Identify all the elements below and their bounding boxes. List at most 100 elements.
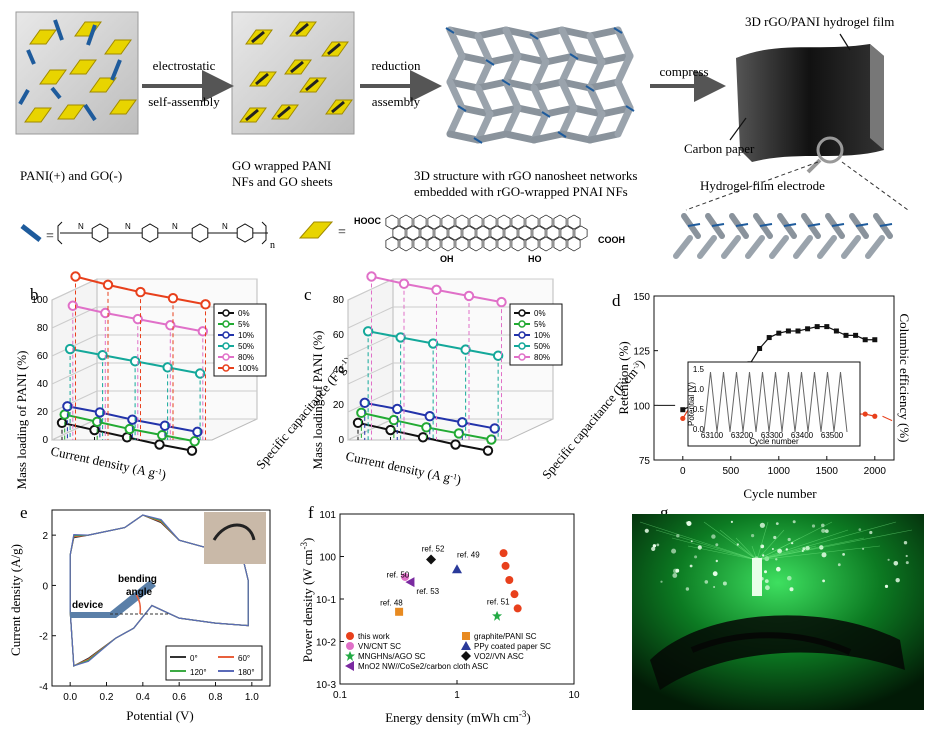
wrapped-fiber xyxy=(327,42,341,56)
retention-point xyxy=(824,324,830,330)
go-sheet xyxy=(104,39,132,55)
grid-line xyxy=(51,390,98,413)
panel-e-xlabel: Potential (V) xyxy=(126,708,194,723)
grid-line xyxy=(347,306,394,329)
y-tick-label: 20 xyxy=(333,400,345,411)
data-point xyxy=(100,307,111,319)
fiber-tip xyxy=(751,534,755,538)
panel-f: f 0.1 1 10 10-3 10-2 10-1 100 101 ref. 52 ref. 49… xyxy=(299,503,580,725)
legend-label: 10% xyxy=(534,331,550,340)
ref-label: ref. 52 xyxy=(422,545,445,554)
rgo-sheet xyxy=(502,26,522,60)
panel-e-letter: e xyxy=(20,503,28,522)
bending-label: bending xyxy=(118,574,157,585)
legend-label: 50% xyxy=(534,342,550,351)
legend-marker xyxy=(461,641,471,650)
rgo-sheet xyxy=(514,52,550,66)
arrow1-label-top: electrostatic xyxy=(153,58,216,73)
retention-point xyxy=(843,332,849,338)
go-sheet-icon xyxy=(298,221,334,239)
data-point xyxy=(62,401,73,412)
graphene-ring xyxy=(420,225,434,241)
caption-3d-1: 3D structure with rGO nanosheet networks xyxy=(414,168,637,183)
data-point xyxy=(92,416,103,427)
graphene-ring xyxy=(406,225,420,241)
retention-point xyxy=(872,337,878,343)
data-point xyxy=(192,426,203,438)
rgo-sheet xyxy=(474,78,510,92)
electrode-fiber xyxy=(735,223,749,227)
embedded-fiber xyxy=(473,137,483,144)
fiber-strand xyxy=(756,521,769,561)
fiber-tip xyxy=(713,586,716,588)
x-tick-label: 1.0 xyxy=(245,692,259,703)
zoom-line-right xyxy=(841,161,909,211)
legend-label: 100% xyxy=(238,364,258,373)
fiber-strand xyxy=(735,537,758,561)
x-tick-label: 2000 xyxy=(864,466,887,477)
data-point xyxy=(162,362,173,373)
legend-label: 80% xyxy=(534,353,550,362)
data-point xyxy=(356,407,367,419)
panel-d-letter: d xyxy=(612,291,621,310)
fiber-strand xyxy=(756,529,785,561)
rgo-sheet xyxy=(586,78,622,92)
rgo-network xyxy=(445,26,635,144)
graphene-ring xyxy=(399,214,413,230)
electrode-sheet-segment xyxy=(865,235,885,259)
panel-c-zlabel: Specific capacitance (F cm-3) xyxy=(539,356,648,482)
rgo-sheet xyxy=(474,110,494,144)
data-point xyxy=(486,434,497,445)
rgo-sheet xyxy=(586,110,606,144)
panel-e-ylabel: Current density (A/g) xyxy=(8,544,23,656)
inset-xlabel: Cycle number xyxy=(749,437,799,446)
fiber-tip xyxy=(675,568,680,573)
panel-d-y2label: Columbic efficiency (%) xyxy=(897,314,912,443)
embedded-fiber xyxy=(541,111,551,118)
rgo-sheet xyxy=(486,104,522,118)
rgo-sheet xyxy=(586,84,606,118)
pani-fiber xyxy=(18,89,30,105)
fiber-tip xyxy=(671,548,677,554)
panel-a: a electrostatic self-assembly reduction … xyxy=(15,11,909,264)
graphene-ring xyxy=(490,225,504,241)
panel-d-frame xyxy=(653,295,895,461)
data-point xyxy=(482,445,494,456)
carbon-paper-pointer xyxy=(729,117,747,141)
fiber-tip xyxy=(821,552,827,558)
data-point xyxy=(124,423,135,435)
graphene-ring xyxy=(462,225,476,241)
legend-label: 0% xyxy=(238,309,250,318)
x-tick-label: 0.0 xyxy=(63,692,77,703)
retention-point xyxy=(776,330,782,336)
rgo-sheet xyxy=(502,78,522,112)
go-sheet xyxy=(24,107,52,123)
ragone-point xyxy=(405,577,415,588)
data-point xyxy=(385,424,396,436)
embedded-fiber xyxy=(501,79,511,86)
gcd-inset: 63100 63200 63300 63400 63500 0.0 0.5 1.0 1.5 xyxy=(693,365,848,440)
fiber-strand xyxy=(655,529,758,561)
panel-d-xlabel: Cycle number xyxy=(743,486,817,501)
graphene-ring xyxy=(434,225,448,241)
fiber-tip xyxy=(712,571,718,577)
ref-label: ref. 53 xyxy=(416,587,439,596)
data-point xyxy=(102,279,114,291)
data-point xyxy=(359,397,370,409)
pani-fiber xyxy=(83,103,97,122)
hydrogel-film xyxy=(736,44,884,162)
pani-fiber xyxy=(86,24,97,46)
data-point xyxy=(460,344,471,355)
fiber-strand xyxy=(751,545,758,561)
x-tick-label: 0 xyxy=(680,466,686,477)
graphene-ring xyxy=(469,214,483,230)
rgo-sheet xyxy=(614,78,634,112)
benzene-ring xyxy=(236,223,254,243)
legend-label: 5% xyxy=(534,320,546,329)
y-tick-label: 75 xyxy=(639,456,651,467)
graphene-ring xyxy=(511,214,525,230)
fiber-tip xyxy=(869,530,873,535)
electrode-fiber xyxy=(783,223,797,227)
electrode-label: Hydrogel film electrode xyxy=(700,178,825,193)
rgo-sheet xyxy=(502,104,522,138)
